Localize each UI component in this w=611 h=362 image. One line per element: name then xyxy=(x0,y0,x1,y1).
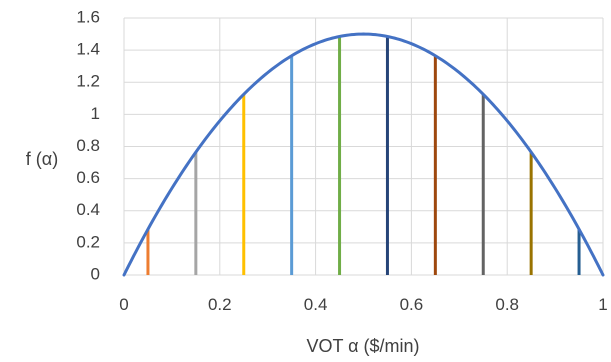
curve-line xyxy=(122,32,605,277)
y-tick-label: 1.4 xyxy=(76,40,100,59)
y-tick-label: 1 xyxy=(91,104,100,123)
y-tick-labels: 0 0.2 0.4 0.6 0.8 1 1.2 1.4 1.6 xyxy=(76,7,100,283)
x-tick-label: 0.8 xyxy=(495,295,519,314)
x-tick-label: 1 xyxy=(598,295,607,314)
x-tick-label: 0.6 xyxy=(400,295,424,314)
x-tick-label: 0.2 xyxy=(208,295,232,314)
y-tick-label: 1.2 xyxy=(76,72,100,91)
y-tick-label: 1.6 xyxy=(76,7,100,26)
y-tick-label: 0.2 xyxy=(76,232,100,251)
grid xyxy=(123,17,604,276)
x-tick-labels: 0 0.2 0.4 0.6 0.8 1 xyxy=(119,295,607,314)
x-axis-title: VOT α ($/min) xyxy=(306,336,419,356)
y-tick-label: 0.4 xyxy=(76,200,100,219)
curve-layer xyxy=(122,32,605,277)
y-tick-label: 0 xyxy=(91,264,100,283)
y-tick-label: 0.8 xyxy=(76,136,100,155)
vertical-lines xyxy=(146,36,581,275)
x-tick-label: 0.4 xyxy=(304,295,328,314)
y-tick-label: 0.6 xyxy=(76,168,100,187)
x-tick-label: 0 xyxy=(119,295,128,314)
y-axis-title: f (α) xyxy=(26,149,58,169)
